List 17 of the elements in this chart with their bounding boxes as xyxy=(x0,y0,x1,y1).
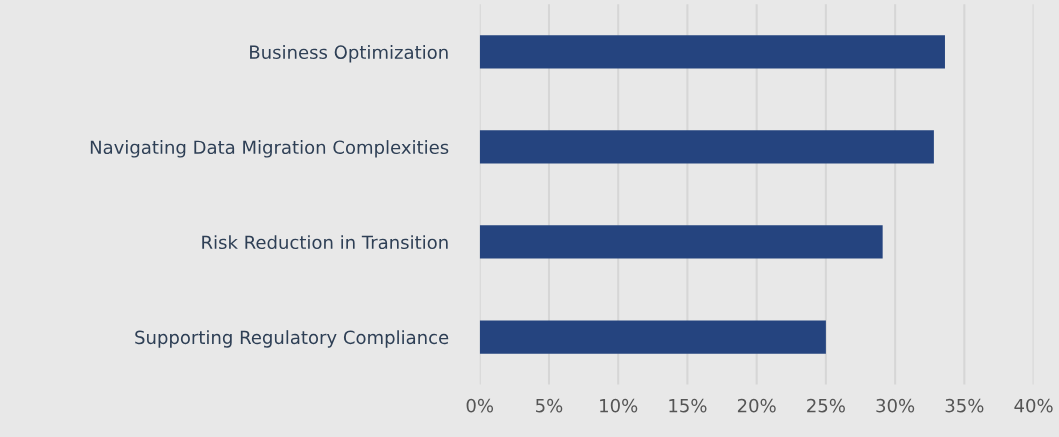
bar xyxy=(479,320,826,354)
bar xyxy=(479,130,934,164)
x-tick-label: 25% xyxy=(807,398,845,413)
y-tick-label: Risk Reduction in Transition xyxy=(202,235,448,250)
x-tick-label: 40% xyxy=(1014,398,1053,413)
x-tick-label: 30% xyxy=(876,398,915,413)
bar xyxy=(479,225,883,259)
y-tick-label: Supporting Regulatory Compliance xyxy=(135,330,449,348)
x-tick-label: 20% xyxy=(737,398,776,413)
x-tick-label: 15% xyxy=(669,398,707,413)
x-tick-label: 35% xyxy=(945,398,984,413)
y-tick-label: Navigating Data Migration Complexities xyxy=(90,140,449,158)
x-tick-label: 0% xyxy=(466,398,494,413)
x-tick-label: 5% xyxy=(536,398,563,413)
bar xyxy=(479,35,945,69)
x-tick-label: 10% xyxy=(600,398,638,413)
y-tick-label: Business Optimization xyxy=(250,45,448,63)
